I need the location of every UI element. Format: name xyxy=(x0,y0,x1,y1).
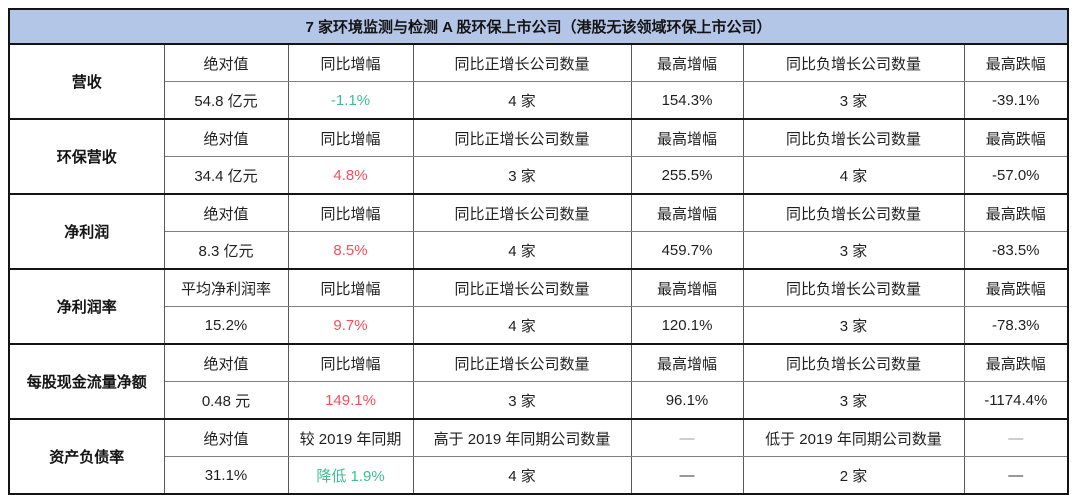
value-cell: -57.0% xyxy=(963,156,1069,195)
column-label-cell: 平均净利润率 xyxy=(163,268,289,307)
column-label-cell: 最高增幅 xyxy=(630,268,744,307)
value-cell: -78.3% xyxy=(963,306,1069,345)
column-label-cell: 最高增幅 xyxy=(630,193,744,232)
column-label-cell: 高于 2019 年同期公司数量 xyxy=(412,418,632,457)
column-label-cell: 绝对值 xyxy=(163,418,289,457)
value-cell: — xyxy=(963,456,1069,495)
value-cell: 459.7% xyxy=(630,231,744,270)
value-cell: 3 家 xyxy=(412,156,632,195)
value-cell: 9.7% xyxy=(287,306,414,345)
value-cell: 降低 1.9% xyxy=(287,456,414,495)
value-cell: 3 家 xyxy=(742,81,965,120)
category-cell: 营收 xyxy=(8,43,165,120)
category-cell: 资产负债率 xyxy=(8,418,165,495)
value-cell: 120.1% xyxy=(630,306,744,345)
column-label-cell: 最高增幅 xyxy=(630,343,744,382)
column-label-cell: — xyxy=(963,418,1069,457)
category-cell: 净利润 xyxy=(8,193,165,270)
column-label-cell: 同比正增长公司数量 xyxy=(412,118,632,157)
column-label-cell: 绝对值 xyxy=(163,43,289,82)
metric-label-row: 资产负债率 绝对值较 2019 年同期 高于 2019 年同期公司数量 — 低于 201… xyxy=(8,418,1069,495)
metric-label-row: 营收 绝对值 同比增幅 同比正增长公司数量 最高增幅 同比负增长公司数量 最高跌幅 xyxy=(8,43,1069,120)
column-label-cell: 同比增幅 xyxy=(287,118,414,157)
value-cell: 255.5% xyxy=(630,156,744,195)
metric-label-row: 每股现金流量净额 绝对值 同比增幅 同比正增长公司数量 最高增幅 同比负增长公司数量 最高跌… xyxy=(8,343,1069,420)
metric-label-row: 环保营收 绝对值 同比增幅 同比正增长公司数量 最高增幅 同比负增长公司数量 最高跌幅 xyxy=(8,118,1069,195)
column-label-cell: 绝对值 xyxy=(163,193,289,232)
value-cell: 4.8% xyxy=(287,156,414,195)
column-label-cell: 同比负增长公司数量 xyxy=(742,193,965,232)
value-cell: — xyxy=(630,456,744,495)
metric-value-row: 34.4 亿元 4.8% 3 家 255.5% 4 家 -57.0% xyxy=(9,156,1069,195)
column-label-cell: — xyxy=(630,418,744,457)
table-title-row: 7 家环境监测与检测 A 股环保上市公司（港股无该领域环保上市公司） xyxy=(9,9,1069,45)
column-label-cell: 低于 2019 年同期公司数量 xyxy=(742,418,965,457)
value-cell: 8.5% xyxy=(287,231,414,270)
metric-value-row: 8.3 亿元 8.5% 4 家 459.7% 3 家 -83.5% xyxy=(9,231,1069,270)
report-table-body: 营收 绝对值 同比增幅 同比正增长公司数量 最高增幅 同比负增长公司数量 最高跌幅 54.8 … xyxy=(8,43,1069,495)
column-label-cell: 同比负增长公司数量 xyxy=(742,343,965,382)
value-cell: 34.4 亿元 xyxy=(163,156,289,195)
value-cell: 54.8 亿元 xyxy=(163,81,289,120)
column-label-cell: 最高跌幅 xyxy=(963,43,1069,82)
column-label-cell: 同比增幅 xyxy=(287,343,414,382)
value-cell: 15.2% xyxy=(163,306,289,345)
column-label-cell: 同比增幅 xyxy=(287,43,414,82)
value-cell: 3 家 xyxy=(412,381,632,420)
column-label-cell: 同比正增长公司数量 xyxy=(412,193,632,232)
category-cell: 每股现金流量净额 xyxy=(8,343,165,420)
column-label-cell: 最高增幅 xyxy=(630,43,744,82)
column-label-cell: 绝对值 xyxy=(163,343,289,382)
column-label-cell: 最高增幅 xyxy=(630,118,744,157)
category-cell: 环保营收 xyxy=(8,118,165,195)
value-cell: 96.1% xyxy=(630,381,744,420)
metric-value-row: 15.2% 9.7% 4 家 120.1% 3 家 -78.3% xyxy=(9,306,1069,345)
column-label-cell: 最高跌幅 xyxy=(963,343,1069,382)
metric-value-row: 31.1% 降低 1.9% 4 家 —2 家 — xyxy=(9,456,1069,495)
column-label-cell: 同比正增长公司数量 xyxy=(412,343,632,382)
value-cell: 3 家 xyxy=(742,381,965,420)
category-cell: 净利润率 xyxy=(8,268,165,345)
metric-label-row: 净利润 绝对值 同比增幅 同比正增长公司数量 最高增幅 同比负增长公司数量 最高跌幅 xyxy=(8,193,1069,270)
value-cell: -83.5% xyxy=(963,231,1069,270)
column-label-cell: 最高跌幅 xyxy=(963,118,1069,157)
column-label-cell: 最高跌幅 xyxy=(963,268,1069,307)
value-cell: 3 家 xyxy=(742,231,965,270)
value-cell: 149.1% xyxy=(287,381,414,420)
report-table: 7 家环境监测与检测 A 股环保上市公司（港股无该领域环保上市公司） 营收 绝对值… xyxy=(8,8,1070,495)
value-cell: 4 家 xyxy=(412,231,632,270)
column-label-cell: 同比负增长公司数量 xyxy=(742,43,965,82)
value-cell: 4 家 xyxy=(412,81,632,120)
value-cell: 4 家 xyxy=(412,306,632,345)
column-label-cell: 较 2019 年同期 xyxy=(287,418,414,457)
value-cell: 4 家 xyxy=(742,156,965,195)
value-cell: 8.3 亿元 xyxy=(163,231,289,270)
column-label-cell: 同比负增长公司数量 xyxy=(742,118,965,157)
column-label-cell: 同比正增长公司数量 xyxy=(412,43,632,82)
value-cell: 31.1% xyxy=(163,456,289,495)
value-cell: 154.3% xyxy=(630,81,744,120)
value-cell: 0.48 元 xyxy=(163,381,289,420)
column-label-cell: 同比正增长公司数量 xyxy=(412,268,632,307)
column-label-cell: 绝对值 xyxy=(163,118,289,157)
value-cell: 2 家 xyxy=(742,456,965,495)
value-cell: 3 家 xyxy=(742,306,965,345)
table-title: 7 家环境监测与检测 A 股环保上市公司（港股无该领域环保上市公司） xyxy=(9,9,1069,45)
value-cell: -1.1% xyxy=(287,81,414,120)
metric-label-row: 净利润率 平均净利润率 同比增幅 同比正增长公司数量 最高增幅 同比负增长公司数量 最高跌幅 xyxy=(8,268,1069,345)
metric-value-row: 0.48 元 149.1% 3 家 96.1% 3 家 -1174.4% xyxy=(9,381,1069,420)
column-label-cell: 同比负增长公司数量 xyxy=(742,268,965,307)
column-label-cell: 同比增幅 xyxy=(287,193,414,232)
column-label-cell: 最高跌幅 xyxy=(963,193,1069,232)
column-label-cell: 同比增幅 xyxy=(287,268,414,307)
value-cell: -39.1% xyxy=(963,81,1069,120)
metric-value-row: 54.8 亿元 -1.1% 4 家 154.3% 3 家 -39.1% xyxy=(9,81,1069,120)
value-cell: 4 家 xyxy=(412,456,632,495)
value-cell: -1174.4% xyxy=(963,381,1069,420)
